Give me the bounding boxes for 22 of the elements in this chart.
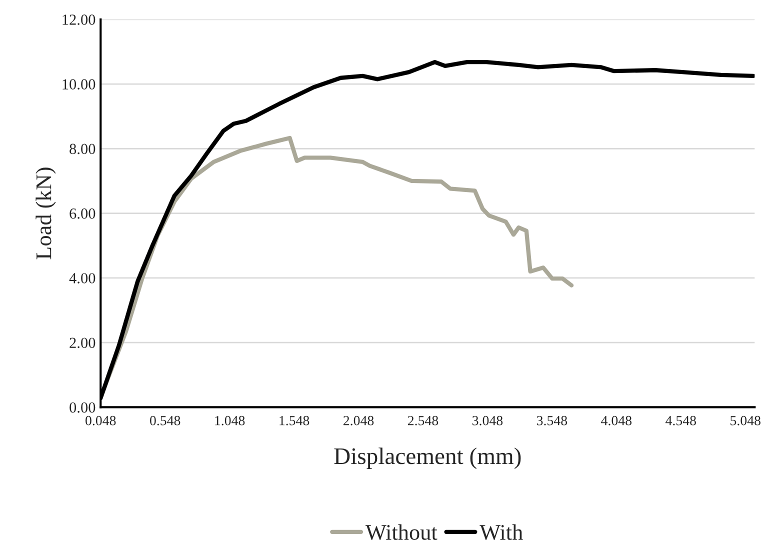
x-tick-label: 1.048: [215, 416, 245, 426]
y-tick-label: 10.00: [62, 79, 96, 90]
legend-label: With: [480, 524, 523, 540]
y-tick-label: 6.00: [70, 208, 96, 219]
x-tick-label: 0.048: [86, 416, 116, 426]
x-tick-label: 4.048: [601, 416, 632, 426]
x-tick-label: 0.548: [150, 416, 180, 426]
x-axis-title: Displacement (mm): [334, 448, 521, 469]
x-tick-label: 2.048: [344, 416, 374, 426]
legend-label: Without: [365, 524, 438, 540]
x-tick-label: 3.048: [472, 416, 503, 426]
x-tick-label: 4.548: [666, 416, 696, 426]
y-tick-label: 12.00: [62, 14, 96, 25]
y-tick-label: 8.00: [70, 144, 96, 154]
y-axis-title: Load (kN): [36, 168, 56, 260]
x-tick-label: 5.048: [730, 416, 760, 426]
x-tick-label: 3.548: [536, 416, 568, 426]
y-tick-label: 4.00: [69, 273, 96, 284]
x-tick-label: 1.548: [280, 416, 310, 426]
y-tick-label: 0.00: [70, 402, 96, 413]
x-tick-label: 2.548: [408, 416, 438, 426]
y-tick-label: 2.00: [70, 338, 96, 348]
